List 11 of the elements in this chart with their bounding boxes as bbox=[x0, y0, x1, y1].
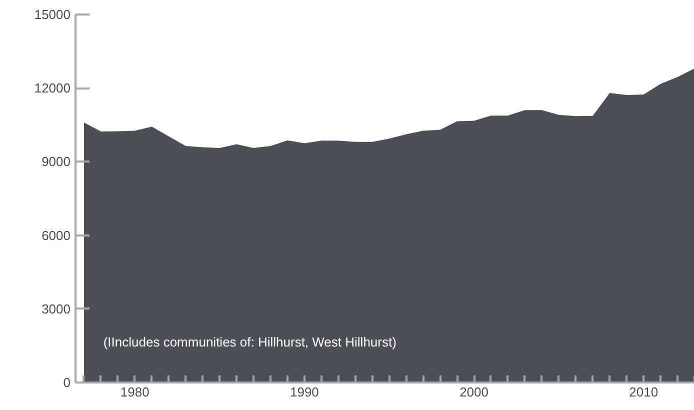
x-tick-label: 2000 bbox=[460, 384, 488, 400]
y-tick-label: 0 bbox=[63, 375, 71, 390]
y-tick-label: 15000 bbox=[34, 7, 71, 22]
x-tick-label: 1980 bbox=[120, 384, 150, 400]
annotation: (IIncludes communities of: Hillhurst, West Hillhurst) bbox=[103, 334, 396, 350]
y-tick-label: 6000 bbox=[42, 228, 70, 243]
y-tick-label: 12000 bbox=[34, 80, 71, 96]
y-tick-label: 9000 bbox=[42, 154, 70, 170]
x-tick-label: 1990 bbox=[290, 384, 319, 400]
y-tick-label: 3000 bbox=[42, 301, 70, 316]
x-tick-label: 2010 bbox=[629, 384, 658, 400]
